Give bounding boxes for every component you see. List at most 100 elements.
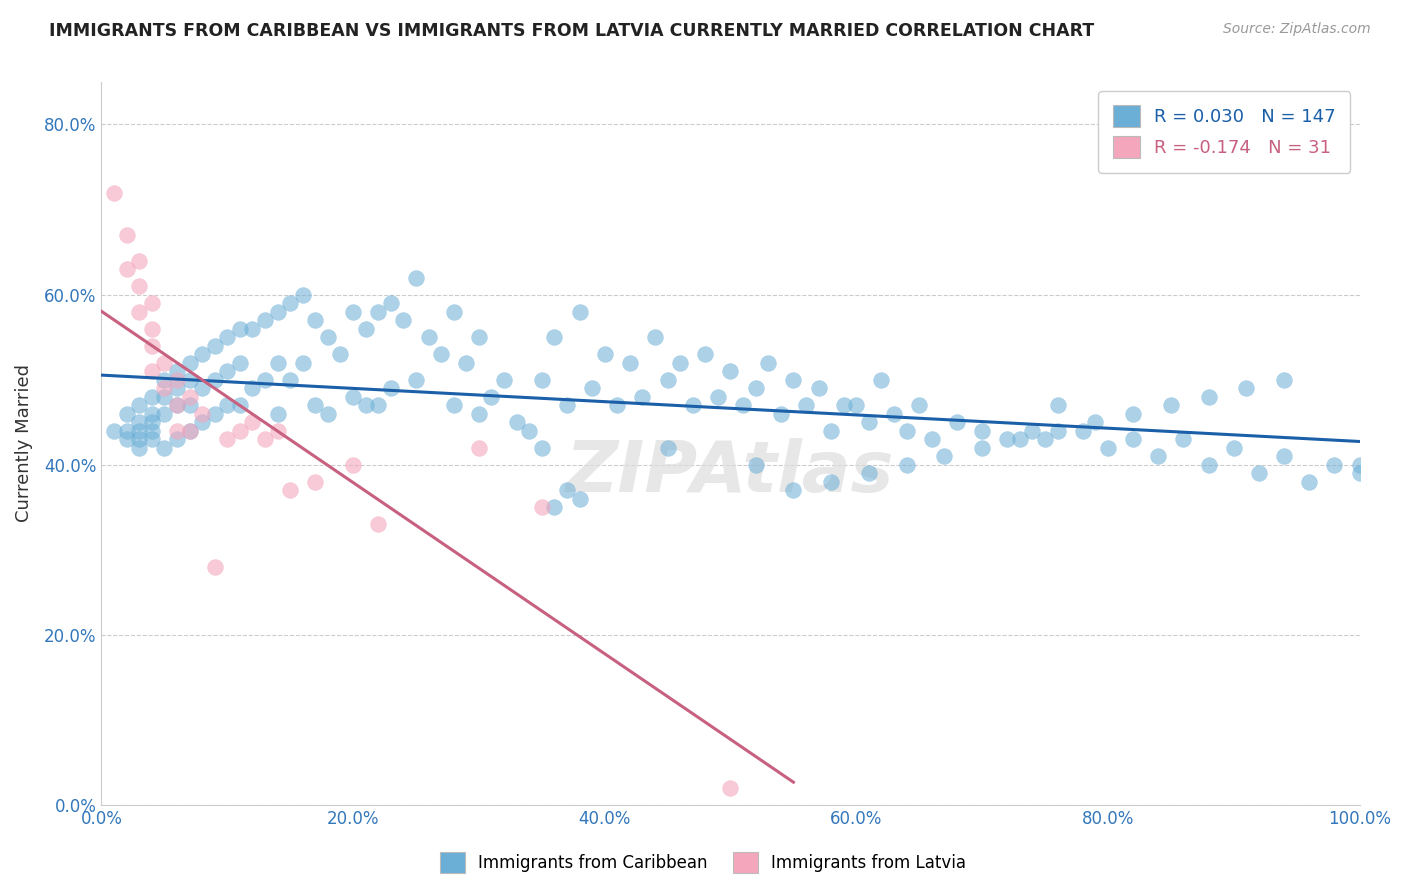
Point: [128, 304, 150, 318]
Point: [380, 381, 402, 395]
Point: [253, 313, 276, 327]
Point: [304, 313, 326, 327]
Point: [492, 373, 515, 387]
Point: [1097, 441, 1119, 455]
Point: [304, 475, 326, 489]
Point: [166, 432, 188, 446]
Point: [468, 441, 491, 455]
Point: [191, 347, 214, 361]
Point: [1247, 467, 1270, 481]
Text: Source: ZipAtlas.com: Source: ZipAtlas.com: [1223, 22, 1371, 37]
Point: [555, 483, 578, 498]
Point: [166, 381, 188, 395]
Point: [657, 441, 679, 455]
Point: [1173, 432, 1195, 446]
Point: [153, 407, 176, 421]
Point: [644, 330, 666, 344]
Point: [204, 407, 226, 421]
Point: [153, 381, 176, 395]
Point: [481, 390, 503, 404]
Point: [934, 449, 956, 463]
Point: [392, 313, 415, 327]
Point: [908, 398, 931, 412]
Point: [115, 407, 138, 421]
Point: [266, 356, 288, 370]
Point: [530, 441, 553, 455]
Point: [166, 398, 188, 412]
Point: [669, 356, 692, 370]
Legend: R = 0.030   N = 147, R = -0.174   N = 31: R = 0.030 N = 147, R = -0.174 N = 31: [1098, 91, 1351, 173]
Point: [682, 398, 704, 412]
Point: [217, 364, 239, 378]
Point: [367, 398, 389, 412]
Point: [367, 304, 389, 318]
Point: [115, 262, 138, 277]
Point: [807, 381, 830, 395]
Point: [631, 390, 654, 404]
Point: [858, 467, 880, 481]
Point: [707, 390, 730, 404]
Point: [883, 407, 905, 421]
Point: [278, 483, 301, 498]
Point: [380, 296, 402, 310]
Point: [191, 415, 214, 429]
Point: [342, 458, 364, 472]
Point: [606, 398, 628, 412]
Point: [1033, 432, 1056, 446]
Point: [266, 424, 288, 438]
Point: [166, 424, 188, 438]
Point: [443, 304, 465, 318]
Point: [229, 321, 252, 335]
Point: [794, 398, 817, 412]
Point: [1122, 407, 1144, 421]
Point: [354, 398, 377, 412]
Point: [141, 321, 163, 335]
Point: [217, 432, 239, 446]
Point: [744, 381, 766, 395]
Point: [581, 381, 603, 395]
Point: [468, 407, 491, 421]
Point: [242, 415, 264, 429]
Point: [1198, 458, 1220, 472]
Point: [166, 373, 188, 387]
Point: [229, 424, 252, 438]
Point: [1021, 424, 1043, 438]
Point: [418, 330, 440, 344]
Point: [845, 398, 868, 412]
Point: [619, 356, 641, 370]
Point: [443, 398, 465, 412]
Point: [405, 270, 427, 285]
Point: [141, 364, 163, 378]
Point: [304, 398, 326, 412]
Point: [456, 356, 478, 370]
Point: [593, 347, 616, 361]
Point: [896, 424, 918, 438]
Point: [1323, 458, 1346, 472]
Point: [1222, 441, 1244, 455]
Point: [291, 356, 314, 370]
Point: [1272, 449, 1295, 463]
Point: [543, 500, 565, 515]
Point: [468, 330, 491, 344]
Point: [316, 407, 339, 421]
Point: [568, 491, 591, 506]
Point: [229, 398, 252, 412]
Point: [530, 500, 553, 515]
Point: [266, 304, 288, 318]
Point: [115, 424, 138, 438]
Point: [291, 287, 314, 301]
Point: [217, 330, 239, 344]
Point: [782, 483, 804, 498]
Point: [530, 373, 553, 387]
Point: [870, 373, 893, 387]
Text: IMMIGRANTS FROM CARIBBEAN VS IMMIGRANTS FROM LATVIA CURRENTLY MARRIED CORRELATIO: IMMIGRANTS FROM CARIBBEAN VS IMMIGRANTS …: [49, 22, 1094, 40]
Point: [972, 424, 994, 438]
Point: [329, 347, 352, 361]
Point: [342, 304, 364, 318]
Point: [1234, 381, 1257, 395]
Point: [115, 432, 138, 446]
Point: [1046, 398, 1069, 412]
Point: [153, 390, 176, 404]
Point: [128, 432, 150, 446]
Point: [229, 356, 252, 370]
